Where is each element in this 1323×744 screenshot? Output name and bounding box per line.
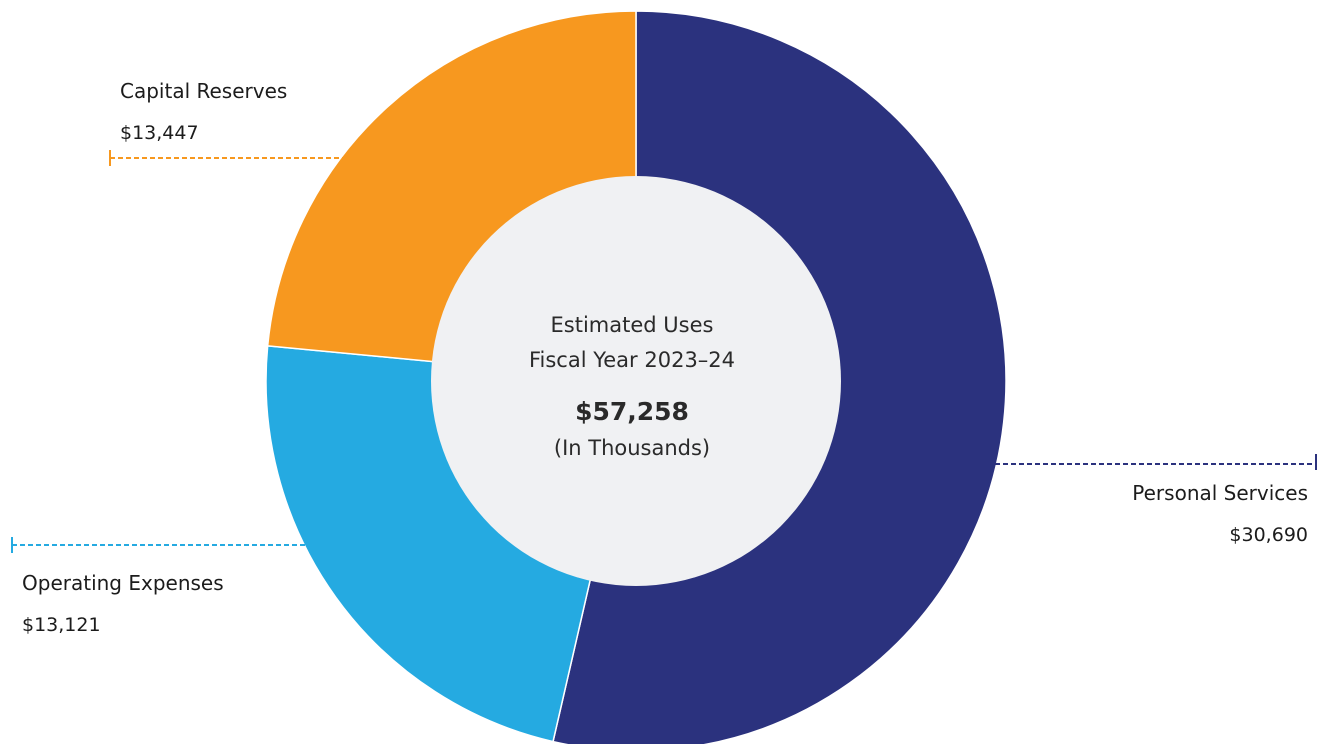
donut-center-circle bbox=[431, 176, 841, 586]
callout-personal-services: Personal Services $30,690 bbox=[995, 454, 1317, 546]
center-title: Estimated Uses bbox=[551, 313, 714, 337]
callout-operating-expenses: Operating Expenses $13,121 bbox=[11, 537, 307, 636]
callout-capital-reserves: Capital Reserves $13,447 bbox=[109, 79, 360, 166]
center-total: $57,258 bbox=[575, 397, 689, 426]
slice-label-operating-expenses: Operating Expenses bbox=[22, 571, 224, 595]
slice-label-capital-reserves: Capital Reserves bbox=[120, 79, 287, 103]
slice-value-personal-services: $30,690 bbox=[1229, 524, 1308, 546]
slice-value-capital-reserves: $13,447 bbox=[120, 122, 199, 144]
center-subtitle: Fiscal Year 2023–24 bbox=[529, 348, 735, 372]
slice-label-personal-services: Personal Services bbox=[1132, 481, 1308, 505]
slice-value-operating-expenses: $13,121 bbox=[22, 614, 101, 636]
center-unit-note: (In Thousands) bbox=[554, 436, 710, 460]
